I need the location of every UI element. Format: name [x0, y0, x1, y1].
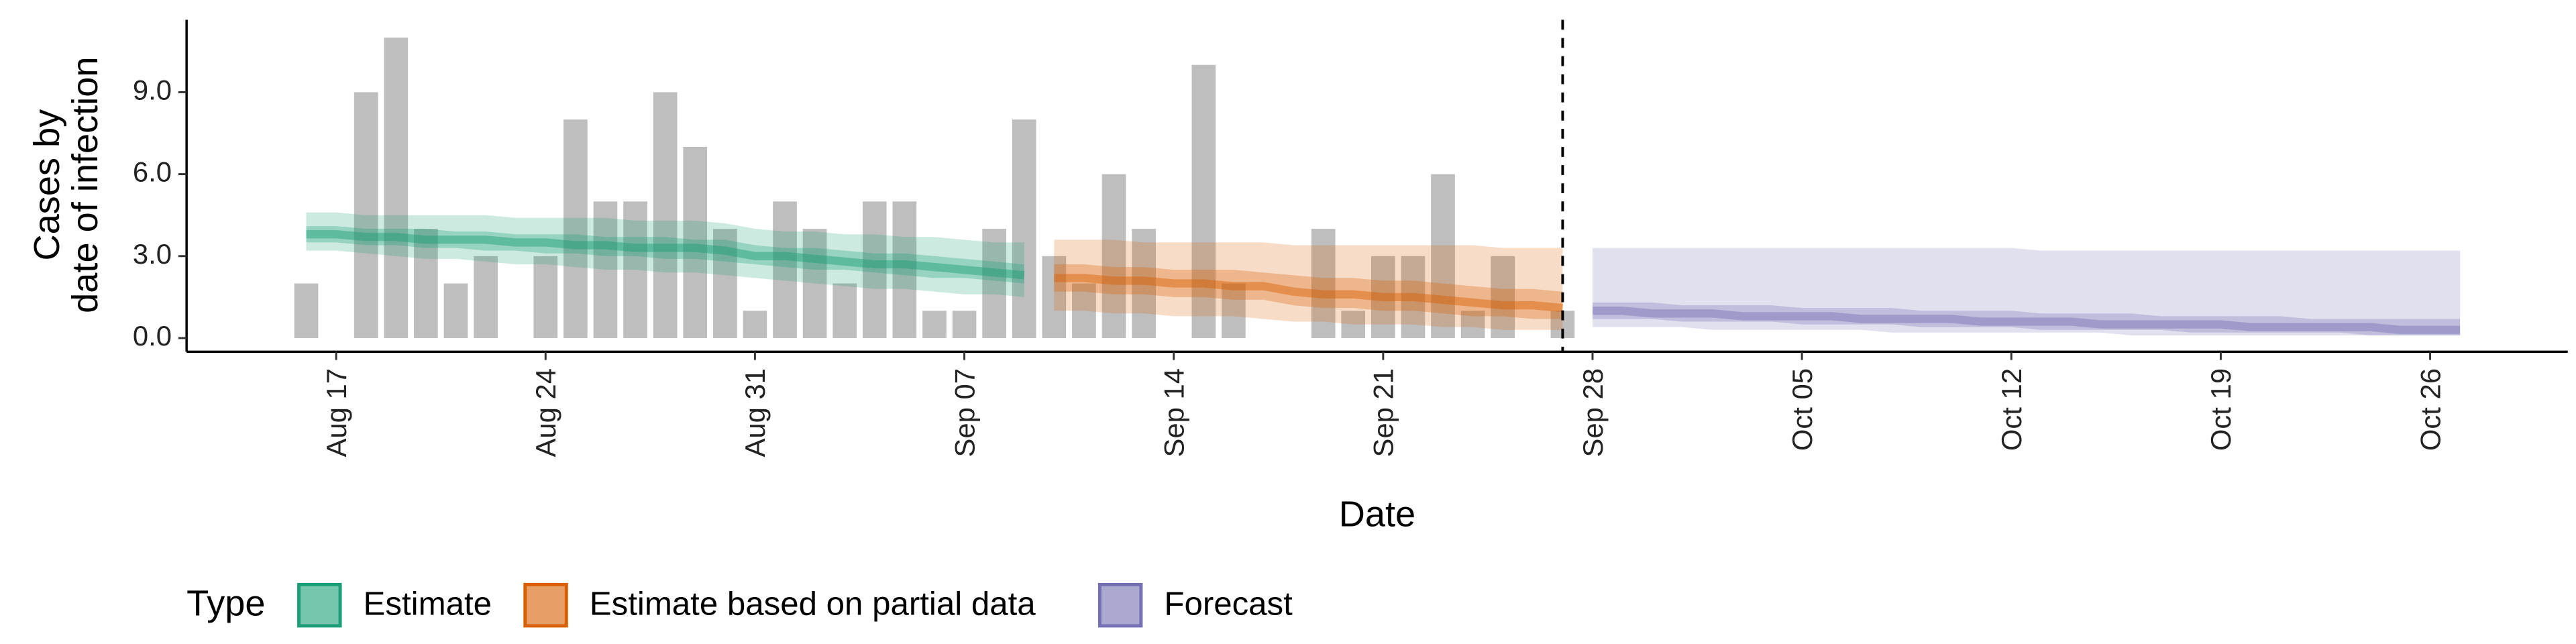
ribbon-50: [1054, 264, 1563, 319]
bar: [384, 38, 409, 338]
x-tick-label: Aug 17: [321, 368, 352, 458]
x-tick-label: Sep 21: [1368, 368, 1399, 458]
bar: [1102, 174, 1126, 338]
x-tick-label: Sep 14: [1158, 368, 1189, 458]
bar: [683, 146, 708, 338]
median-line: [1592, 307, 2461, 334]
median-line: [306, 230, 1025, 280]
y-axis-title: date of infection: [65, 57, 105, 313]
x-tick-label: Sep 28: [1577, 368, 1609, 458]
bar: [414, 229, 438, 338]
bar: [1341, 311, 1366, 338]
bar: [474, 256, 498, 338]
bar: [862, 201, 887, 338]
x-tick-label: Oct 05: [1786, 368, 1818, 451]
bar: [593, 201, 618, 338]
bar: [982, 229, 1006, 338]
ribbon-50: [306, 225, 1024, 284]
legend-title: Type: [186, 584, 265, 624]
bar: [743, 311, 767, 338]
bar: [773, 201, 797, 338]
x-tick-label: Oct 19: [2205, 368, 2237, 451]
legend-key: [1097, 582, 1143, 628]
bar: [833, 283, 857, 338]
legend-key: [297, 582, 342, 628]
bar: [564, 119, 588, 338]
y-tick-label: 9.0: [133, 74, 172, 105]
x-tick-label: Sep 07: [949, 368, 980, 458]
y-tick-label: 6.0: [133, 156, 172, 188]
legend-key: [523, 582, 568, 628]
ribbon-50: [1592, 303, 2461, 335]
bar: [1012, 119, 1036, 338]
y-axis-title: Cases by: [27, 109, 67, 261]
median-line: [1054, 274, 1563, 313]
legend-label: Estimate: [364, 585, 492, 622]
y-tick-label: 0.0: [133, 320, 172, 352]
bar: [533, 256, 558, 338]
bar: [952, 311, 977, 338]
bar: [1401, 256, 1426, 338]
y-tick-label: 3.0: [133, 238, 172, 270]
x-tick-label: Aug 31: [739, 368, 771, 458]
bar: [443, 283, 468, 338]
bar: [712, 229, 737, 338]
bar: [623, 201, 647, 338]
legend-label: Estimate based on partial data: [590, 585, 1036, 622]
bar: [1460, 311, 1485, 338]
bar: [354, 92, 378, 338]
ribbon-90: [1054, 239, 1563, 330]
bar: [1371, 256, 1395, 338]
bar: [1222, 283, 1246, 338]
ribbon-90: [306, 212, 1024, 297]
x-tick-label: Oct 26: [2414, 368, 2446, 451]
x-tick-label: Aug 24: [530, 368, 561, 458]
bar: [1072, 283, 1096, 338]
bar: [1431, 174, 1455, 338]
x-axis-title: Date: [1339, 494, 1415, 535]
x-tick-label: Oct 12: [1996, 368, 2027, 451]
bar: [1491, 256, 1515, 338]
ribbon-90: [1592, 248, 2461, 335]
bar: [653, 92, 678, 338]
bar: [294, 283, 319, 338]
bar: [802, 229, 827, 338]
bar: [922, 311, 947, 338]
bar: [1132, 229, 1156, 338]
bar: [892, 201, 917, 338]
bar: [1042, 256, 1067, 338]
legend-label: Forecast: [1164, 585, 1293, 622]
bar: [1191, 64, 1216, 338]
bar: [1311, 229, 1336, 338]
